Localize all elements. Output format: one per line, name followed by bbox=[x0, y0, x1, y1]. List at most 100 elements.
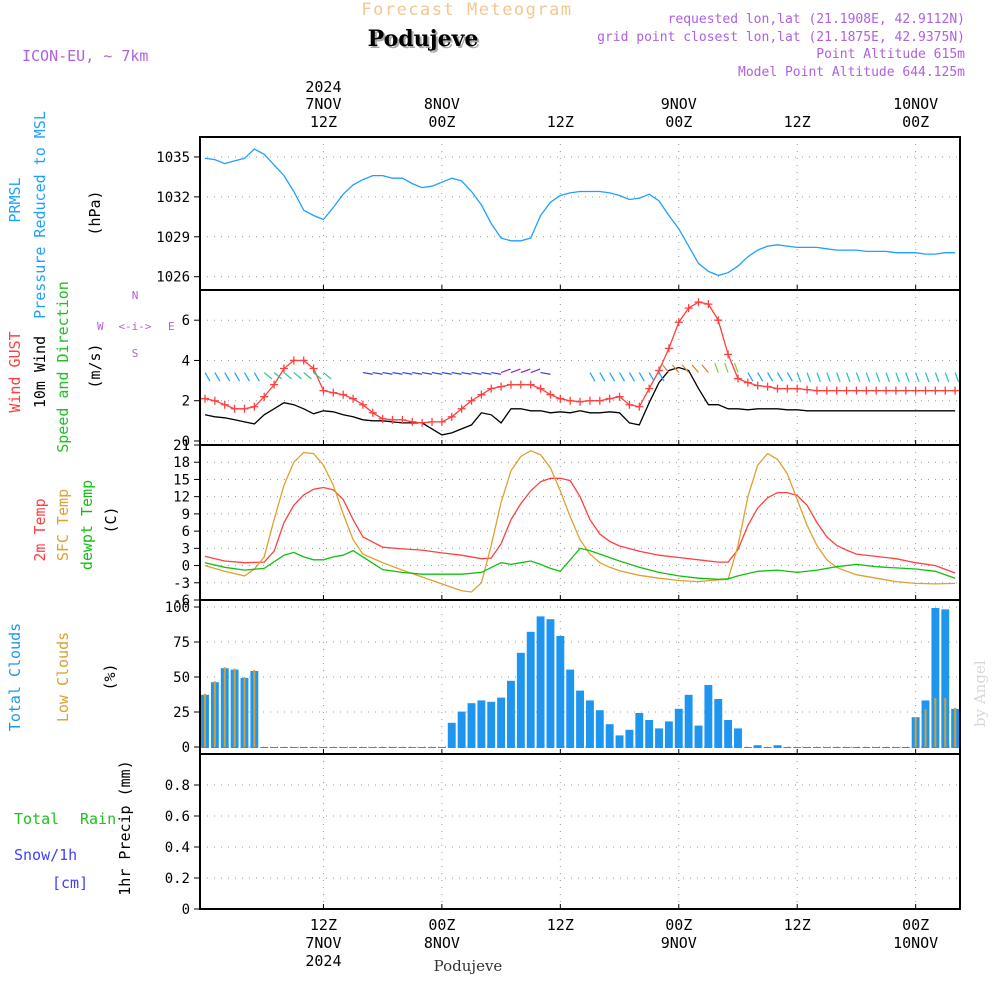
total-cloud-bar bbox=[566, 669, 575, 748]
wind-arrow bbox=[431, 371, 442, 375]
wind-arrow bbox=[638, 372, 645, 382]
gust-marker bbox=[398, 415, 407, 424]
y-tick-label: 0.6 bbox=[165, 809, 190, 825]
wind-unit: (m/s) bbox=[86, 343, 104, 388]
total-cloud-bar bbox=[526, 631, 535, 748]
wind-arrow bbox=[313, 372, 322, 380]
total-cloud-bar bbox=[615, 735, 624, 748]
panel-4: 0 0.2 0.4 0.6 0.8 bbox=[165, 754, 960, 918]
gust-marker bbox=[349, 394, 358, 403]
point-altitude: Point Altitude 615m bbox=[816, 47, 965, 62]
gust-marker bbox=[931, 386, 940, 395]
wind-arrow bbox=[714, 362, 719, 373]
gust-marker bbox=[733, 374, 742, 383]
total-cloud-bar bbox=[447, 722, 456, 748]
wind-arrow bbox=[826, 372, 831, 383]
total-cloud-bar bbox=[664, 721, 673, 748]
gust-marker bbox=[812, 386, 821, 395]
wind-arrow bbox=[441, 371, 452, 375]
total-cloud-bar bbox=[674, 708, 683, 748]
total-cloud-bar bbox=[862, 747, 871, 748]
wind-arrow bbox=[796, 372, 802, 383]
low-cloud-bar bbox=[243, 677, 246, 747]
total-cloud-bar bbox=[872, 747, 881, 748]
gust-marker bbox=[951, 386, 960, 395]
top-day: 10NOV bbox=[893, 95, 938, 113]
panel-1: 0 2 4 6 bbox=[182, 290, 960, 450]
temp2m-label: 2m Temp bbox=[31, 498, 49, 561]
total-cloud-bar bbox=[388, 747, 397, 748]
total-cloud-bar bbox=[546, 619, 555, 748]
total-cloud-bar bbox=[891, 747, 900, 748]
gust-marker bbox=[556, 394, 565, 403]
location-title-shadow: Podujeve bbox=[370, 28, 481, 54]
low-cloud-label: Low Clouds bbox=[54, 632, 72, 722]
total-cloud-bar bbox=[724, 720, 733, 748]
wind-arrow bbox=[412, 371, 423, 375]
cloud-unit: (%) bbox=[101, 663, 119, 690]
gust-marker bbox=[852, 386, 861, 395]
y-tick-label: 25 bbox=[173, 705, 190, 721]
bottom-hour: 12Z bbox=[310, 916, 337, 934]
gust-marker bbox=[891, 386, 900, 395]
y-tick-label: -3 bbox=[173, 576, 190, 592]
requested-coords: requested lon,lat (21.1908E, 42.9112N) bbox=[668, 12, 965, 27]
y-tick-label: 12 bbox=[173, 490, 190, 506]
total-cloud-bar bbox=[299, 747, 308, 748]
wind-arrow bbox=[865, 372, 871, 383]
total-cloud-bar bbox=[408, 747, 417, 748]
gust-marker bbox=[240, 404, 249, 413]
total-cloud-bar bbox=[832, 747, 841, 748]
y-tick-label: 1029 bbox=[156, 230, 190, 246]
gust-marker bbox=[329, 388, 338, 397]
total-cloud-bar bbox=[901, 747, 910, 748]
wind-arrow bbox=[609, 372, 616, 382]
y-tick-label: -6 bbox=[173, 593, 190, 609]
gust-marker bbox=[921, 386, 930, 395]
wind-arrow bbox=[681, 364, 690, 373]
temp-sfc-line bbox=[204, 449, 956, 593]
wind-arrow bbox=[944, 372, 950, 383]
total-cloud-bar bbox=[280, 747, 288, 748]
wind-arrow bbox=[422, 371, 433, 375]
total-cloud-bar bbox=[378, 747, 387, 748]
total-cloud-bar bbox=[734, 728, 742, 748]
y-tick-label: 1026 bbox=[156, 270, 190, 286]
top-hour: 12Z bbox=[547, 113, 574, 131]
compass-s: S bbox=[132, 347, 139, 360]
total-cloud-bar bbox=[428, 747, 436, 748]
total-cloud-bar bbox=[694, 725, 703, 748]
pressure-label-2: Pressure Reduced to MSL bbox=[31, 111, 49, 319]
bottom-day: 10NOV bbox=[893, 934, 938, 952]
top-hour: 00Z bbox=[665, 113, 692, 131]
wind-arrow bbox=[293, 372, 302, 380]
total-cloud-bar bbox=[477, 700, 486, 748]
gust-marker bbox=[714, 316, 723, 325]
gust-marker bbox=[872, 386, 881, 395]
wind-arrow bbox=[510, 368, 521, 374]
bottom-hour: 12Z bbox=[784, 916, 811, 934]
total-cloud-bar bbox=[270, 747, 279, 748]
gust-marker bbox=[694, 298, 703, 307]
total-precip-label: Total bbox=[14, 810, 59, 828]
y-tick-label: 18 bbox=[173, 455, 190, 471]
wind-arrow bbox=[323, 372, 332, 380]
y-tick-label: 50 bbox=[173, 670, 190, 686]
bottom-year: 2024 bbox=[305, 952, 341, 970]
low-cloud-bar bbox=[944, 698, 947, 747]
wind-arrow bbox=[599, 372, 606, 382]
total-cloud-bar bbox=[497, 697, 506, 748]
panel-frame bbox=[199, 136, 961, 291]
total-cloud-bar bbox=[704, 685, 713, 748]
pressure-line bbox=[204, 148, 956, 277]
y-tick-label: 0 bbox=[182, 559, 190, 575]
rain-label: Rain bbox=[80, 810, 116, 828]
gust-marker bbox=[201, 394, 209, 403]
total-cloud-bar bbox=[842, 747, 851, 748]
wind-arrow bbox=[500, 368, 511, 374]
temp-2m-line bbox=[204, 477, 956, 574]
wind-arrow bbox=[648, 372, 655, 382]
gust-marker bbox=[497, 382, 506, 391]
wind-arrow bbox=[214, 372, 221, 382]
wind-arrow bbox=[589, 372, 596, 382]
